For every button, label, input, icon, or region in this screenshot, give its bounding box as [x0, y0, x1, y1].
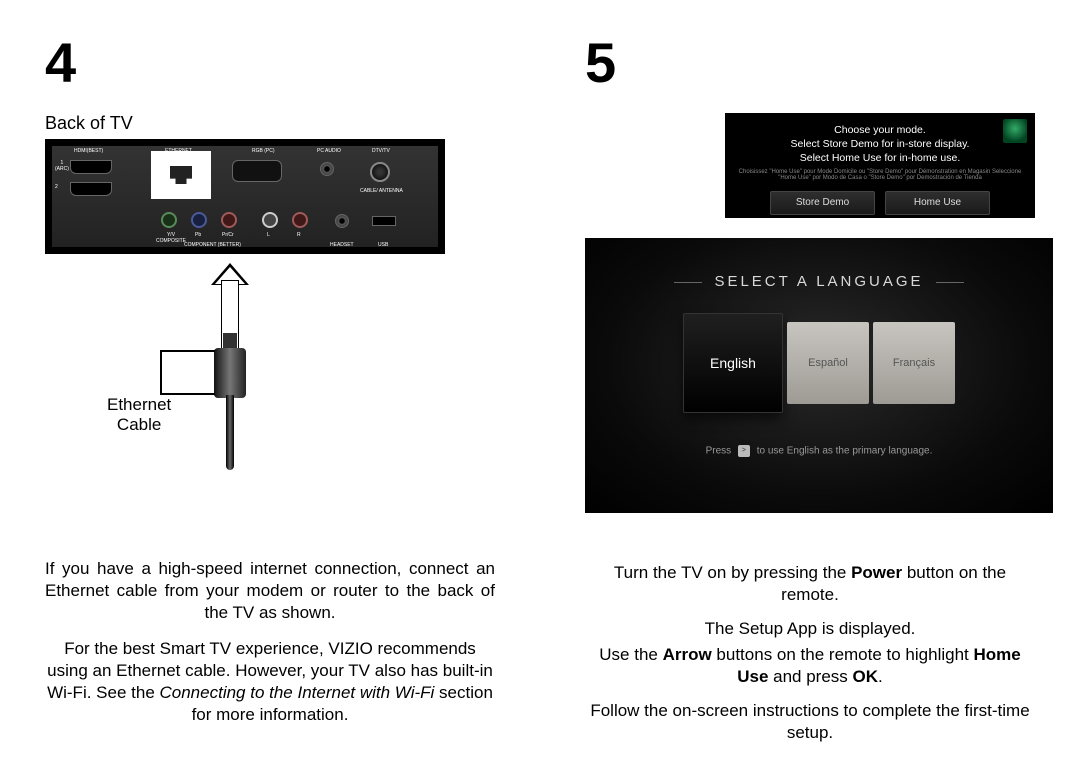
step-4-column: 4 Back of TV HDMI(BEST) ETHERNET RGB (PC…: [0, 0, 540, 761]
pc-audio-jack: [320, 162, 334, 176]
home-use-button[interactable]: Home Use: [885, 191, 990, 215]
step5-text2: The Setup App is displayed.: [585, 618, 1035, 640]
pb-label: Pb: [195, 232, 201, 238]
ethernet-cable-wire: [226, 395, 234, 470]
headset-jack: [335, 214, 349, 228]
mode-subtext: Choisissez "Home Use" pour Mode Domicile…: [735, 169, 1025, 181]
ethernet-port-highlight: [151, 151, 211, 199]
pcaudio-label: PC AUDIO: [317, 148, 341, 154]
language-footer: Press > to use English as the primary la…: [585, 445, 1053, 457]
rgb-label: RGB (PC): [252, 148, 275, 154]
language-option-english[interactable]: English: [683, 313, 783, 413]
usb-label: USB: [378, 242, 388, 248]
lang-footer-post: to use English as the primary language.: [757, 446, 933, 457]
t3-b1: Arrow: [663, 645, 712, 664]
t3-b3: OK: [853, 667, 879, 686]
ethernet-cable-label: Ethernet Cable: [107, 395, 171, 436]
energy-star-icon: [1003, 119, 1027, 143]
mode-line1: Choose your mode.: [834, 124, 926, 136]
t1-pre: Turn the TV on by pressing the: [614, 563, 851, 582]
r-label: R: [297, 232, 301, 238]
step5-text3: Use the Arrow buttons on the remote to h…: [585, 644, 1035, 688]
step5-text4: Follow the on-screen instructions to com…: [585, 700, 1035, 744]
t1-bold: Power: [851, 563, 902, 582]
step-5-column: 5 Choose your mode. Select Store Demo fo…: [540, 0, 1080, 761]
l-label: L: [267, 232, 270, 238]
para2-italic: Connecting to the Internet with Wi-Fi: [160, 683, 435, 702]
t3-pre: Use the: [599, 645, 662, 664]
ok-button-icon: >: [738, 445, 750, 457]
language-title: SELECT A LANGUAGE: [585, 238, 1053, 290]
rca-pr: [221, 212, 237, 228]
ethernet-cable-plug: [214, 348, 246, 398]
headset-label: HEADSET: [330, 242, 354, 248]
cable-antenna-label: CABLE/ ANTENNA: [360, 188, 403, 194]
component-label: COMPONENT (BETTER): [184, 242, 241, 248]
rca-pb: [191, 212, 207, 228]
t3-mid2: and press: [768, 667, 852, 686]
cable-bracket: [160, 350, 215, 395]
mode-line3: Select Home Use for in-home use.: [800, 152, 960, 164]
ethernet-port: [170, 166, 192, 184]
step-number-5: 5: [585, 30, 1035, 95]
hdmi2-num: 2: [55, 184, 58, 190]
coax-port: [370, 162, 390, 182]
vga-port: [232, 160, 282, 182]
select-language-screen: SELECT A LANGUAGE English Español França…: [585, 238, 1053, 513]
mode-line2: Select Store Demo for in-store display.: [791, 138, 970, 150]
t3-post: .: [878, 667, 883, 686]
usb-port: [372, 216, 396, 226]
yv-label: Y/V COMPOSITE: [156, 232, 186, 244]
hdmi1-num: 1 (ARC): [55, 160, 69, 172]
step4-para1: If you have a high-speed internet connec…: [45, 558, 495, 624]
pr-label: Pr/Cr: [222, 232, 234, 238]
mode-text: Choose your mode. Select Store Demo for …: [735, 123, 1025, 166]
step5-text1: Turn the TV on by pressing the Power but…: [585, 562, 1035, 606]
hdmi-port-2: [70, 182, 112, 196]
dtvtv-label: DTV/TV: [372, 148, 390, 154]
step-number-4: 4: [45, 30, 495, 95]
language-option-francais[interactable]: Français: [873, 322, 955, 404]
tv-back-panel: HDMI(BEST) ETHERNET RGB (PC) PC AUDIO DT…: [45, 139, 445, 254]
hdmi-port-1: [70, 160, 112, 174]
lang-footer-pre: Press: [706, 446, 732, 457]
hdmi-label: HDMI(BEST): [74, 148, 103, 154]
choose-mode-screen: Choose your mode. Select Store Demo for …: [725, 113, 1035, 218]
store-demo-button[interactable]: Store Demo: [770, 191, 875, 215]
back-of-tv-label: Back of TV: [45, 113, 495, 134]
language-option-espanol[interactable]: Español: [787, 322, 869, 404]
step4-para2: For the best Smart TV experience, VIZIO …: [45, 638, 495, 726]
rca-l: [262, 212, 278, 228]
rca-y: [161, 212, 177, 228]
t3-mid: buttons on the remote to highlight: [712, 645, 974, 664]
rca-r: [292, 212, 308, 228]
